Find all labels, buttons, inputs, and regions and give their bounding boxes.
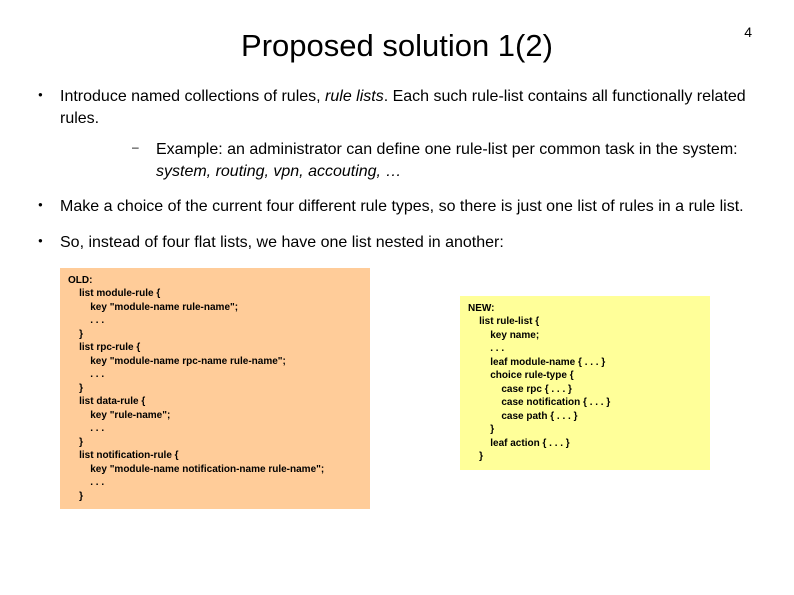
- bullet-item-1: Introduce named collections of rules, ru…: [38, 86, 756, 182]
- bullet-item-2: Make a choice of the current four differ…: [38, 196, 756, 218]
- sub-bullet-list: Example: an administrator can define one…: [60, 139, 756, 182]
- bullet1-text-b: rule lists: [325, 88, 384, 105]
- new-code-box: NEW: list rule-list { key name; . . . le…: [460, 296, 710, 470]
- sub1-text-b: system, routing, vpn, accouting, …: [156, 163, 401, 180]
- bullet-item-3: So, instead of four flat lists, we have …: [38, 232, 756, 254]
- code-row: OLD: list module-rule { key "module-name…: [38, 268, 756, 510]
- page-number: 4: [744, 24, 752, 40]
- old-code-box: OLD: list module-rule { key "module-name…: [60, 268, 370, 510]
- sub-bullet-1: Example: an administrator can define one…: [60, 139, 756, 182]
- sub1-text-a: Example: an administrator can define one…: [156, 141, 738, 158]
- slide-title: Proposed solution 1(2): [38, 28, 756, 64]
- slide: 4 Proposed solution 1(2) Introduce named…: [0, 0, 794, 595]
- bullet-list: Introduce named collections of rules, ru…: [38, 86, 756, 254]
- bullet1-text-a: Introduce named collections of rules,: [60, 88, 325, 105]
